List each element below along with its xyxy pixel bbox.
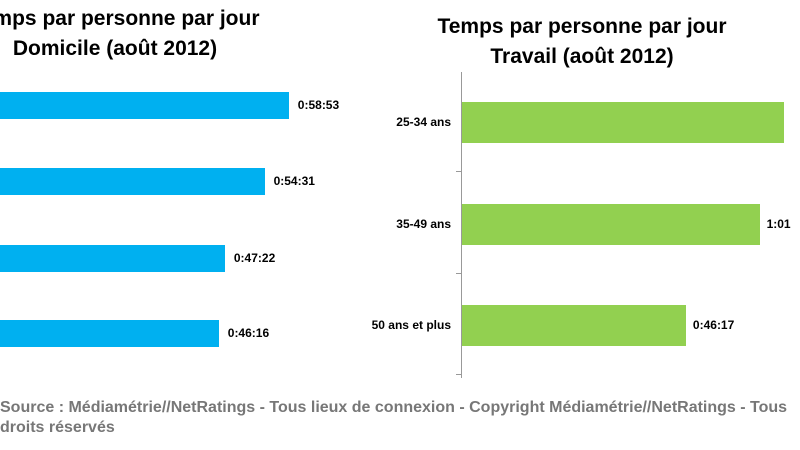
axis-tick xyxy=(456,171,461,172)
data-label: 0:46:16 xyxy=(227,325,270,340)
bar xyxy=(0,168,265,195)
title-line-2: Domicile (août 2012) xyxy=(12,37,218,60)
bar xyxy=(0,320,219,347)
data-label: 1:01 xyxy=(766,216,791,231)
bar xyxy=(461,204,760,245)
data-label: 0:47:22 xyxy=(233,250,276,265)
bar xyxy=(461,305,686,346)
category-label: 35-49 ans xyxy=(396,216,451,231)
data-label: 0:46:17 xyxy=(692,317,735,332)
data-label: 0:54:31 xyxy=(273,173,315,188)
bar xyxy=(0,92,289,119)
title-line-1: Temps par personne par jour xyxy=(0,7,260,30)
bar xyxy=(0,245,225,272)
bar xyxy=(461,102,785,143)
category-label: 25-34 ans xyxy=(396,114,451,129)
title-line-1: Temps par personne par jour xyxy=(437,15,727,38)
left-chart-title: Temps par personne par jour Domicile (ao… xyxy=(0,4,260,64)
data-label: 0:58:53 xyxy=(297,97,340,112)
source-footer: Source : Médiamétrie//NetRatings - Tous … xyxy=(0,399,788,436)
axis-tick xyxy=(456,374,461,375)
right-y-axis xyxy=(461,72,462,378)
right-chart-title: Temps par personne par jour Travail (aoû… xyxy=(437,12,727,72)
title-line-2: Travail (août 2012) xyxy=(490,45,674,68)
axis-tick xyxy=(456,273,461,274)
category-label: 50 ans et plus xyxy=(371,317,451,332)
